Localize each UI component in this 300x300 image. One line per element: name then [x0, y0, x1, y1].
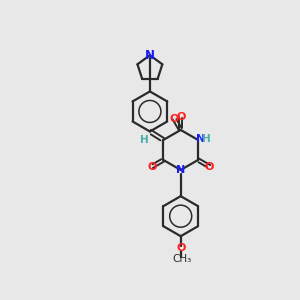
Text: O: O [176, 112, 185, 122]
Text: N: N [145, 49, 155, 62]
Text: O: O [169, 114, 179, 124]
Text: O: O [205, 161, 214, 172]
Text: H: H [140, 134, 148, 145]
Text: N: N [196, 134, 206, 144]
Text: O: O [176, 243, 185, 253]
Text: CH₃: CH₃ [172, 254, 192, 263]
Text: O: O [147, 161, 157, 172]
Text: N: N [176, 165, 185, 175]
Text: H: H [202, 134, 211, 144]
